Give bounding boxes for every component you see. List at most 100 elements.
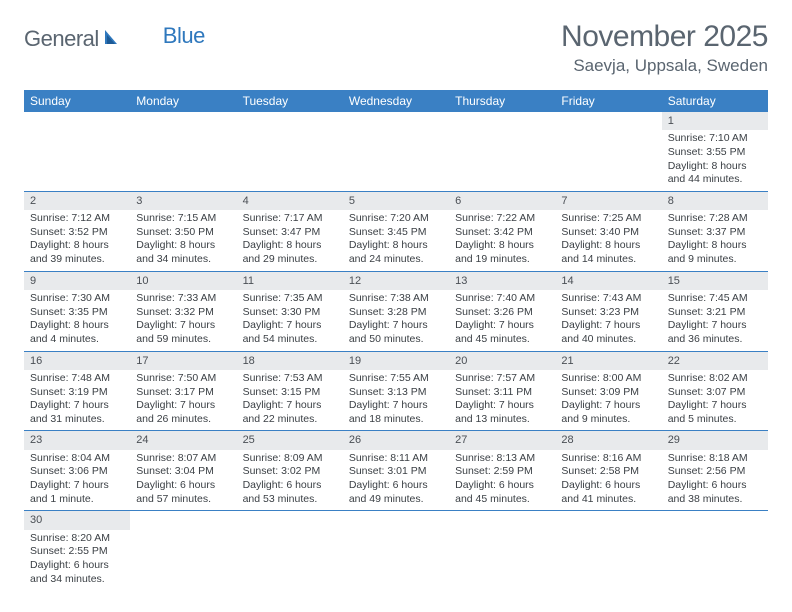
day-cell: 3Sunrise: 7:15 AMSunset: 3:50 PMDaylight… xyxy=(130,192,236,271)
day-cell: 23Sunrise: 8:04 AMSunset: 3:06 PMDayligh… xyxy=(24,431,130,510)
sunrise-line: Sunrise: 8:20 AM xyxy=(30,532,124,546)
sunset-line: Sunset: 3:30 PM xyxy=(243,306,337,320)
week-row: 23Sunrise: 8:04 AMSunset: 3:06 PMDayligh… xyxy=(24,431,768,511)
sunrise-line: Sunrise: 7:15 AM xyxy=(136,212,230,226)
daylight-line: Daylight: 8 hours and 19 minutes. xyxy=(455,239,549,266)
day-number: 12 xyxy=(343,272,449,290)
sunrise-line: Sunrise: 8:04 AM xyxy=(30,452,124,466)
sunrise-line: Sunrise: 8:09 AM xyxy=(243,452,337,466)
weekday-sunday: Sunday xyxy=(24,90,130,112)
sunset-line: Sunset: 3:35 PM xyxy=(30,306,124,320)
sunset-line: Sunset: 3:47 PM xyxy=(243,226,337,240)
day-number: 10 xyxy=(130,272,236,290)
day-body: Sunrise: 8:07 AMSunset: 3:04 PMDaylight:… xyxy=(130,450,236,511)
day-body: Sunrise: 8:16 AMSunset: 2:58 PMDaylight:… xyxy=(555,450,661,511)
daylight-line: Daylight: 8 hours and 39 minutes. xyxy=(30,239,124,266)
day-number: 30 xyxy=(24,511,130,529)
month-title: November 2025 xyxy=(561,20,768,54)
weekday-header-row: SundayMondayTuesdayWednesdayThursdayFrid… xyxy=(24,90,768,112)
day-body: Sunrise: 7:38 AMSunset: 3:28 PMDaylight:… xyxy=(343,290,449,351)
day-number: 5 xyxy=(343,192,449,210)
calendar-page: General Blue November 2025 Saevja, Uppsa… xyxy=(0,0,792,610)
daylight-line: Daylight: 7 hours and 1 minute. xyxy=(30,479,124,506)
day-cell: 4Sunrise: 7:17 AMSunset: 3:47 PMDaylight… xyxy=(237,192,343,271)
day-cell: 14Sunrise: 7:43 AMSunset: 3:23 PMDayligh… xyxy=(555,272,661,351)
daylight-line: Daylight: 8 hours and 4 minutes. xyxy=(30,319,124,346)
day-body: Sunrise: 7:17 AMSunset: 3:47 PMDaylight:… xyxy=(237,210,343,271)
day-cell: 1Sunrise: 7:10 AMSunset: 3:55 PMDaylight… xyxy=(662,112,768,191)
daylight-line: Daylight: 6 hours and 57 minutes. xyxy=(136,479,230,506)
day-body: Sunrise: 7:57 AMSunset: 3:11 PMDaylight:… xyxy=(449,370,555,431)
daylight-line: Daylight: 7 hours and 5 minutes. xyxy=(668,399,762,426)
day-body: Sunrise: 7:30 AMSunset: 3:35 PMDaylight:… xyxy=(24,290,130,351)
day-body: Sunrise: 7:40 AMSunset: 3:26 PMDaylight:… xyxy=(449,290,555,351)
daylight-line: Daylight: 7 hours and 45 minutes. xyxy=(455,319,549,346)
day-cell: 2Sunrise: 7:12 AMSunset: 3:52 PMDaylight… xyxy=(24,192,130,271)
weekday-friday: Friday xyxy=(555,90,661,112)
day-cell: 30 Sunrise: 8:20 AMSunset: 2:55 PMDayligh… xyxy=(24,511,130,590)
day-number: 3 xyxy=(130,192,236,210)
day-number: 4 xyxy=(237,192,343,210)
day-empty xyxy=(343,511,449,590)
day-empty xyxy=(343,112,449,191)
sunrise-line: Sunrise: 7:10 AM xyxy=(668,132,762,146)
day-number: 15 xyxy=(662,272,768,290)
day-cell: 20Sunrise: 7:57 AMSunset: 3:11 PMDayligh… xyxy=(449,352,555,431)
sunset-line: Sunset: 3:32 PM xyxy=(136,306,230,320)
sunset-line: Sunset: 3:19 PM xyxy=(30,386,124,400)
daylight-line: Daylight: 6 hours and 38 minutes. xyxy=(668,479,762,506)
day-body: Sunrise: 7:33 AMSunset: 3:32 PMDaylight:… xyxy=(130,290,236,351)
day-number: 20 xyxy=(449,352,555,370)
calendar-grid: SundayMondayTuesdayWednesdayThursdayFrid… xyxy=(24,90,768,590)
day-cell: 7Sunrise: 7:25 AMSunset: 3:40 PMDaylight… xyxy=(555,192,661,271)
day-body: Sunrise: 7:35 AMSunset: 3:30 PMDaylight:… xyxy=(237,290,343,351)
sunrise-line: Sunrise: 7:33 AM xyxy=(136,292,230,306)
day-number: 27 xyxy=(449,431,555,449)
day-empty xyxy=(662,511,768,590)
daylight-line: Daylight: 7 hours and 9 minutes. xyxy=(561,399,655,426)
daylight-line: Daylight: 8 hours and 29 minutes. xyxy=(243,239,337,266)
daylight-line: Daylight: 6 hours and 34 minutes. xyxy=(30,559,124,586)
day-cell: 18Sunrise: 7:53 AMSunset: 3:15 PMDayligh… xyxy=(237,352,343,431)
location-label: Saevja, Uppsala, Sweden xyxy=(561,56,768,76)
sunset-line: Sunset: 3:52 PM xyxy=(30,226,124,240)
day-cell: 26Sunrise: 8:11 AMSunset: 3:01 PMDayligh… xyxy=(343,431,449,510)
day-number: 11 xyxy=(237,272,343,290)
sunset-line: Sunset: 3:40 PM xyxy=(561,226,655,240)
day-body: Sunrise: 8:13 AMSunset: 2:59 PMDaylight:… xyxy=(449,450,555,511)
day-cell: 17Sunrise: 7:50 AMSunset: 3:17 PMDayligh… xyxy=(130,352,236,431)
daylight-line: Daylight: 7 hours and 31 minutes. xyxy=(30,399,124,426)
day-empty xyxy=(130,112,236,191)
sunset-line: Sunset: 2:58 PM xyxy=(561,465,655,479)
daylight-line: Daylight: 8 hours and 24 minutes. xyxy=(349,239,443,266)
sunset-line: Sunset: 3:04 PM xyxy=(136,465,230,479)
day-body: Sunrise: 7:28 AMSunset: 3:37 PMDaylight:… xyxy=(662,210,768,271)
sunrise-line: Sunrise: 7:48 AM xyxy=(30,372,124,386)
day-body: Sunrise: 7:22 AMSunset: 3:42 PMDaylight:… xyxy=(449,210,555,271)
sunset-line: Sunset: 2:55 PM xyxy=(30,545,124,559)
daylight-line: Daylight: 6 hours and 41 minutes. xyxy=(561,479,655,506)
day-number: 2 xyxy=(24,192,130,210)
day-cell: 9Sunrise: 7:30 AMSunset: 3:35 PMDaylight… xyxy=(24,272,130,351)
day-cell: 29Sunrise: 8:18 AMSunset: 2:56 PMDayligh… xyxy=(662,431,768,510)
day-body: Sunrise: 7:15 AMSunset: 3:50 PMDaylight:… xyxy=(130,210,236,271)
sunset-line: Sunset: 3:37 PM xyxy=(668,226,762,240)
day-cell: 12Sunrise: 7:38 AMSunset: 3:28 PMDayligh… xyxy=(343,272,449,351)
day-cell: 6Sunrise: 7:22 AMSunset: 3:42 PMDaylight… xyxy=(449,192,555,271)
day-empty xyxy=(555,511,661,590)
day-body: Sunrise: 8:11 AMSunset: 3:01 PMDaylight:… xyxy=(343,450,449,511)
daylight-line: Daylight: 7 hours and 40 minutes. xyxy=(561,319,655,346)
week-row: 16Sunrise: 7:48 AMSunset: 3:19 PMDayligh… xyxy=(24,352,768,432)
day-number: 9 xyxy=(24,272,130,290)
day-number: 6 xyxy=(449,192,555,210)
daylight-line: Daylight: 8 hours and 14 minutes. xyxy=(561,239,655,266)
day-cell: 28Sunrise: 8:16 AMSunset: 2:58 PMDayligh… xyxy=(555,431,661,510)
day-number: 28 xyxy=(555,431,661,449)
day-empty xyxy=(130,511,236,590)
sunrise-line: Sunrise: 7:20 AM xyxy=(349,212,443,226)
day-body: Sunrise: 7:20 AMSunset: 3:45 PMDaylight:… xyxy=(343,210,449,271)
sunrise-line: Sunrise: 8:16 AM xyxy=(561,452,655,466)
week-row: 9Sunrise: 7:30 AMSunset: 3:35 PMDaylight… xyxy=(24,272,768,352)
sunrise-line: Sunrise: 7:28 AM xyxy=(668,212,762,226)
day-body: Sunrise: 8:02 AMSunset: 3:07 PMDaylight:… xyxy=(662,370,768,431)
